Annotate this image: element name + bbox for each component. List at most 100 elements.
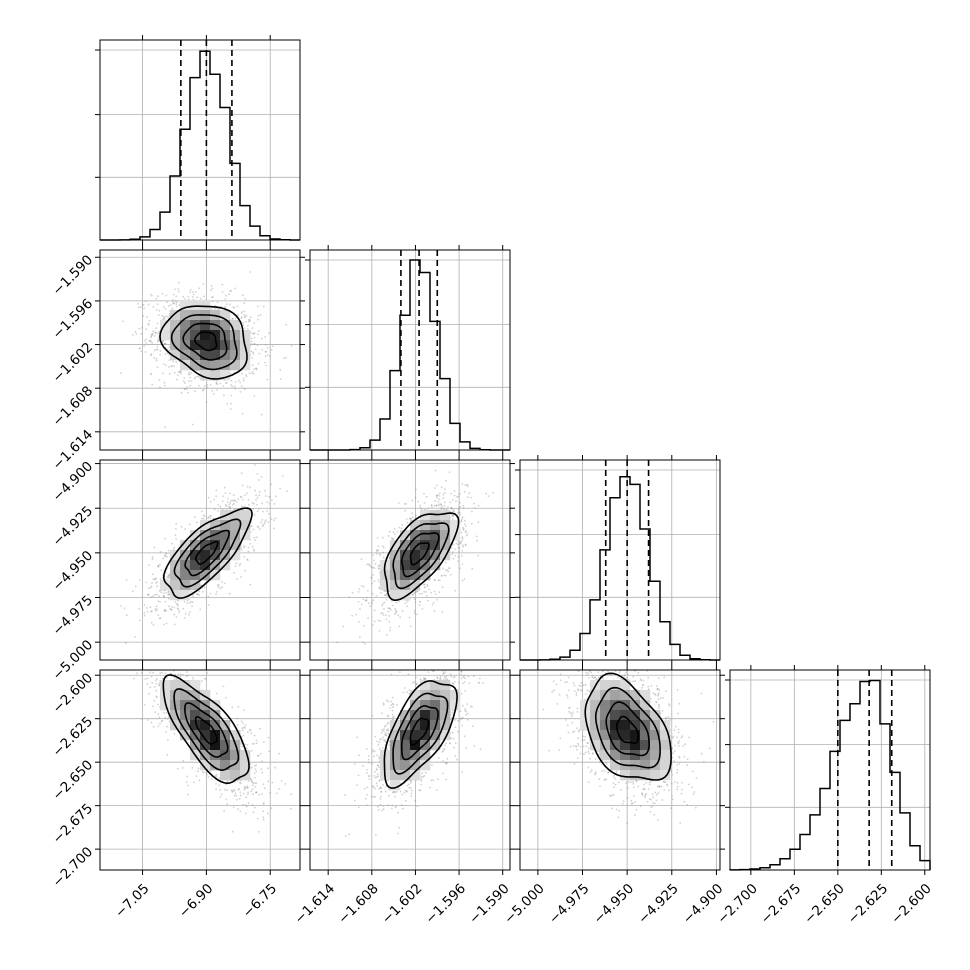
sample-point bbox=[171, 365, 174, 368]
sample-point bbox=[236, 724, 239, 726]
sample-point bbox=[167, 593, 170, 596]
density-cell bbox=[190, 680, 201, 691]
sample-point bbox=[157, 725, 160, 727]
sample-point bbox=[610, 795, 612, 797]
sample-point bbox=[366, 804, 368, 806]
y-tick-label: −4.925 bbox=[50, 503, 97, 550]
sample-point bbox=[424, 677, 427, 680]
sample-point bbox=[559, 737, 562, 740]
density-cell bbox=[390, 580, 401, 591]
sample-point bbox=[249, 583, 252, 586]
sample-point bbox=[209, 592, 212, 595]
sample-point bbox=[247, 499, 250, 502]
sample-point bbox=[377, 619, 380, 622]
sample-point bbox=[158, 617, 161, 620]
sample-point bbox=[219, 795, 222, 798]
sample-point bbox=[615, 642, 617, 644]
sample-point bbox=[483, 658, 485, 660]
sample-point bbox=[151, 582, 153, 584]
sample-point bbox=[207, 496, 210, 499]
panel-frame bbox=[309, 249, 511, 451]
sample-point bbox=[398, 625, 401, 628]
sample-point bbox=[151, 610, 153, 612]
sample-point bbox=[642, 684, 644, 686]
sample-point bbox=[155, 327, 158, 330]
sample-point bbox=[373, 775, 376, 777]
sample-point bbox=[371, 749, 374, 751]
sample-point bbox=[257, 330, 260, 332]
sample-point bbox=[253, 342, 256, 345]
sample-point bbox=[256, 344, 259, 347]
sample-point bbox=[463, 681, 466, 683]
sample-point bbox=[155, 357, 158, 360]
sample-point bbox=[478, 682, 481, 684]
sample-point bbox=[140, 672, 143, 674]
sample-point bbox=[148, 320, 151, 322]
sample-point bbox=[613, 663, 615, 665]
sample-point bbox=[374, 787, 376, 790]
sample-point bbox=[246, 328, 249, 330]
sample-point bbox=[209, 517, 212, 519]
sample-point bbox=[443, 748, 445, 750]
sample-point bbox=[225, 505, 228, 507]
sample-point bbox=[388, 590, 391, 593]
sample-point bbox=[265, 519, 267, 522]
density-cell bbox=[410, 690, 421, 701]
sample-point bbox=[232, 306, 235, 309]
sample-point bbox=[404, 502, 406, 505]
density-cell bbox=[180, 580, 191, 591]
sample-point bbox=[158, 595, 161, 598]
sample-point bbox=[161, 314, 164, 317]
sample-point bbox=[225, 294, 228, 297]
sample-point bbox=[254, 768, 257, 770]
density-cell bbox=[390, 730, 401, 741]
sample-point bbox=[611, 794, 614, 797]
sample-point bbox=[206, 384, 209, 386]
sample-point bbox=[658, 689, 661, 692]
sample-point bbox=[224, 504, 227, 506]
sample-point bbox=[229, 499, 232, 502]
sample-point bbox=[379, 798, 382, 800]
density-cell bbox=[420, 760, 431, 771]
sample-point bbox=[243, 786, 246, 788]
sample-point bbox=[421, 592, 423, 595]
sample-point bbox=[380, 732, 383, 734]
sample-point bbox=[251, 364, 254, 367]
histogram-panel-2 bbox=[515, 455, 721, 665]
sample-point bbox=[139, 347, 142, 349]
sample-point bbox=[156, 303, 159, 306]
sample-point bbox=[226, 803, 229, 806]
sample-point bbox=[150, 333, 153, 336]
panel-3-1 bbox=[305, 633, 515, 875]
sample-point bbox=[215, 379, 218, 382]
sample-point bbox=[240, 505, 243, 508]
sample-point bbox=[240, 317, 243, 320]
sample-point bbox=[457, 730, 459, 733]
sample-point bbox=[229, 501, 232, 504]
density-map bbox=[380, 510, 461, 601]
sample-point bbox=[438, 494, 440, 497]
density-cell bbox=[200, 350, 211, 361]
sample-point bbox=[460, 531, 463, 534]
sample-point bbox=[478, 633, 480, 635]
density-cell bbox=[640, 710, 651, 721]
sample-point bbox=[619, 677, 622, 680]
density-cell bbox=[390, 760, 401, 771]
sample-point bbox=[144, 300, 147, 302]
sample-point bbox=[692, 793, 695, 795]
sample-point bbox=[251, 788, 254, 791]
sample-point bbox=[248, 779, 250, 782]
sample-point bbox=[201, 389, 204, 392]
sample-point bbox=[395, 610, 398, 613]
sample-point bbox=[147, 564, 150, 566]
sample-point bbox=[473, 502, 475, 505]
sample-point bbox=[444, 671, 447, 674]
sample-point bbox=[380, 791, 383, 793]
sample-point bbox=[128, 665, 130, 667]
density-cell bbox=[170, 330, 181, 341]
sample-point bbox=[259, 752, 262, 755]
sample-point bbox=[195, 593, 198, 595]
sample-point bbox=[684, 743, 687, 745]
sample-point bbox=[249, 542, 251, 545]
sample-point bbox=[450, 506, 453, 509]
